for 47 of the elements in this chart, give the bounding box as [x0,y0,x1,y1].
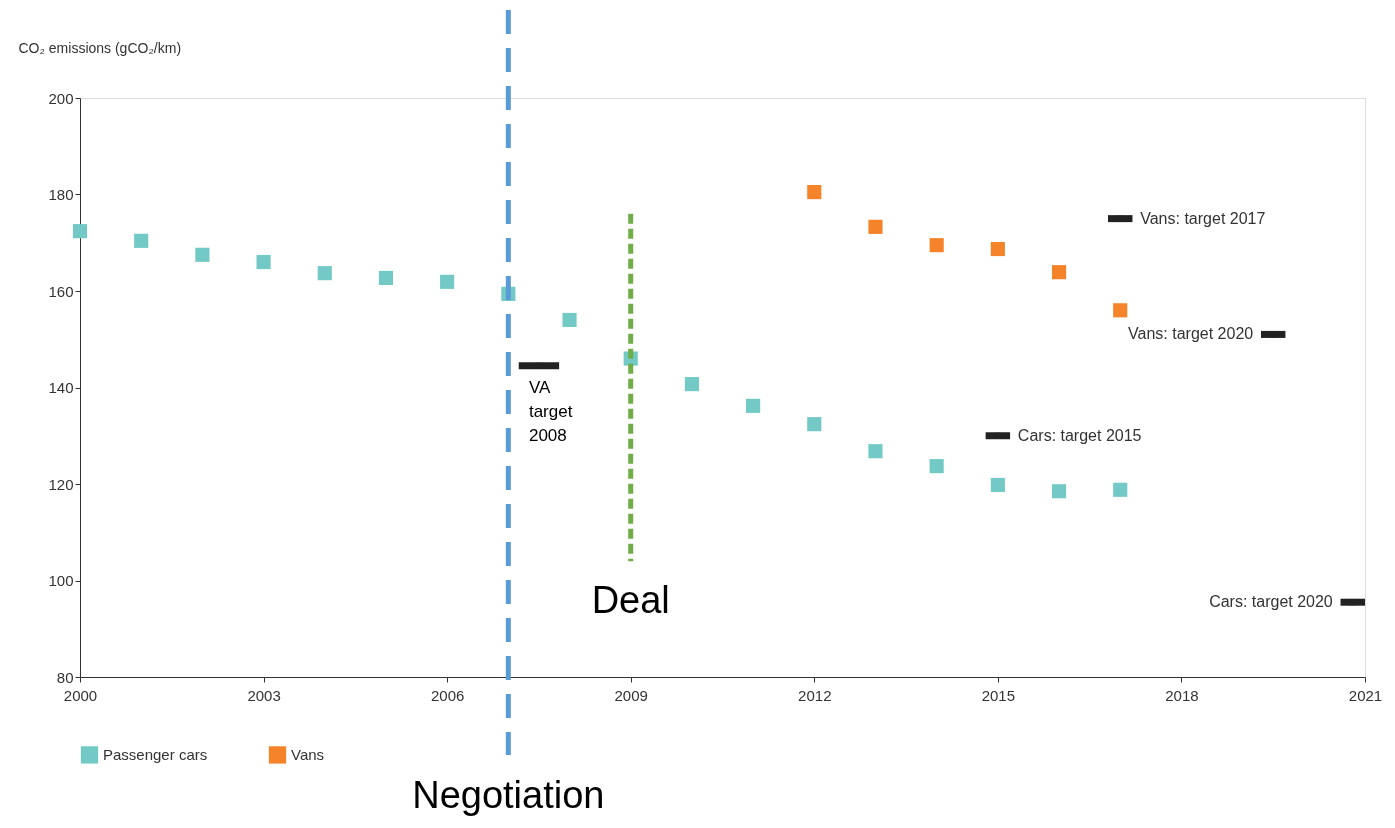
x-tick-label: 2012 [798,686,832,704]
point [562,312,577,328]
x-tick-label: 2015 [981,686,1016,704]
point [807,417,822,432]
point [990,477,1005,493]
x-tick-label: 2000 [63,686,98,704]
point [195,247,210,262]
annotation: Vans: target 2017 [1140,209,1266,227]
annotation: Vans: target 2020 [1128,325,1254,343]
x-tick-label: 2003 [247,686,281,704]
y-tick-label: 200 [48,89,74,107]
x-tick-label: 2009 [614,686,648,704]
y-tick-label: 80 [56,668,74,686]
y-tick-label: 120 [48,475,74,493]
point [868,444,883,459]
x-tick-label: 2018 [1165,686,1199,704]
point [1113,482,1128,497]
point [317,266,332,281]
point [134,233,149,248]
point [929,238,944,253]
y-tick-label: 160 [48,282,74,300]
ref-line-label: Negotiation [412,774,605,816]
y-tick-label: 140 [48,379,74,396]
point [72,224,88,239]
point [256,254,271,270]
point [1113,303,1128,318]
point [807,185,822,200]
point [684,377,699,392]
point [868,219,883,234]
annotation: VA target 2008 [528,377,573,445]
ref-line-label: Deal [591,579,670,621]
legend-label: Passenger cars [103,745,208,763]
legend-label: Vans [291,745,325,763]
point [1051,484,1067,499]
x-tick-label: 2021 [1348,686,1383,704]
y-tick-label: 100 [48,572,74,589]
point [378,270,394,286]
point [440,274,455,289]
annotation: Cars: target 2020 [1209,593,1333,611]
point [746,398,761,413]
point [1051,265,1067,280]
point [990,241,1005,257]
x-tick-label: 2006 [430,686,465,704]
y-axis-title: CO₂ emissions (gCO₂/km) [18,39,182,56]
annotation: Cars: target 2015 [1017,426,1142,444]
y-tick-label: 180 [48,186,74,203]
point [929,459,944,474]
